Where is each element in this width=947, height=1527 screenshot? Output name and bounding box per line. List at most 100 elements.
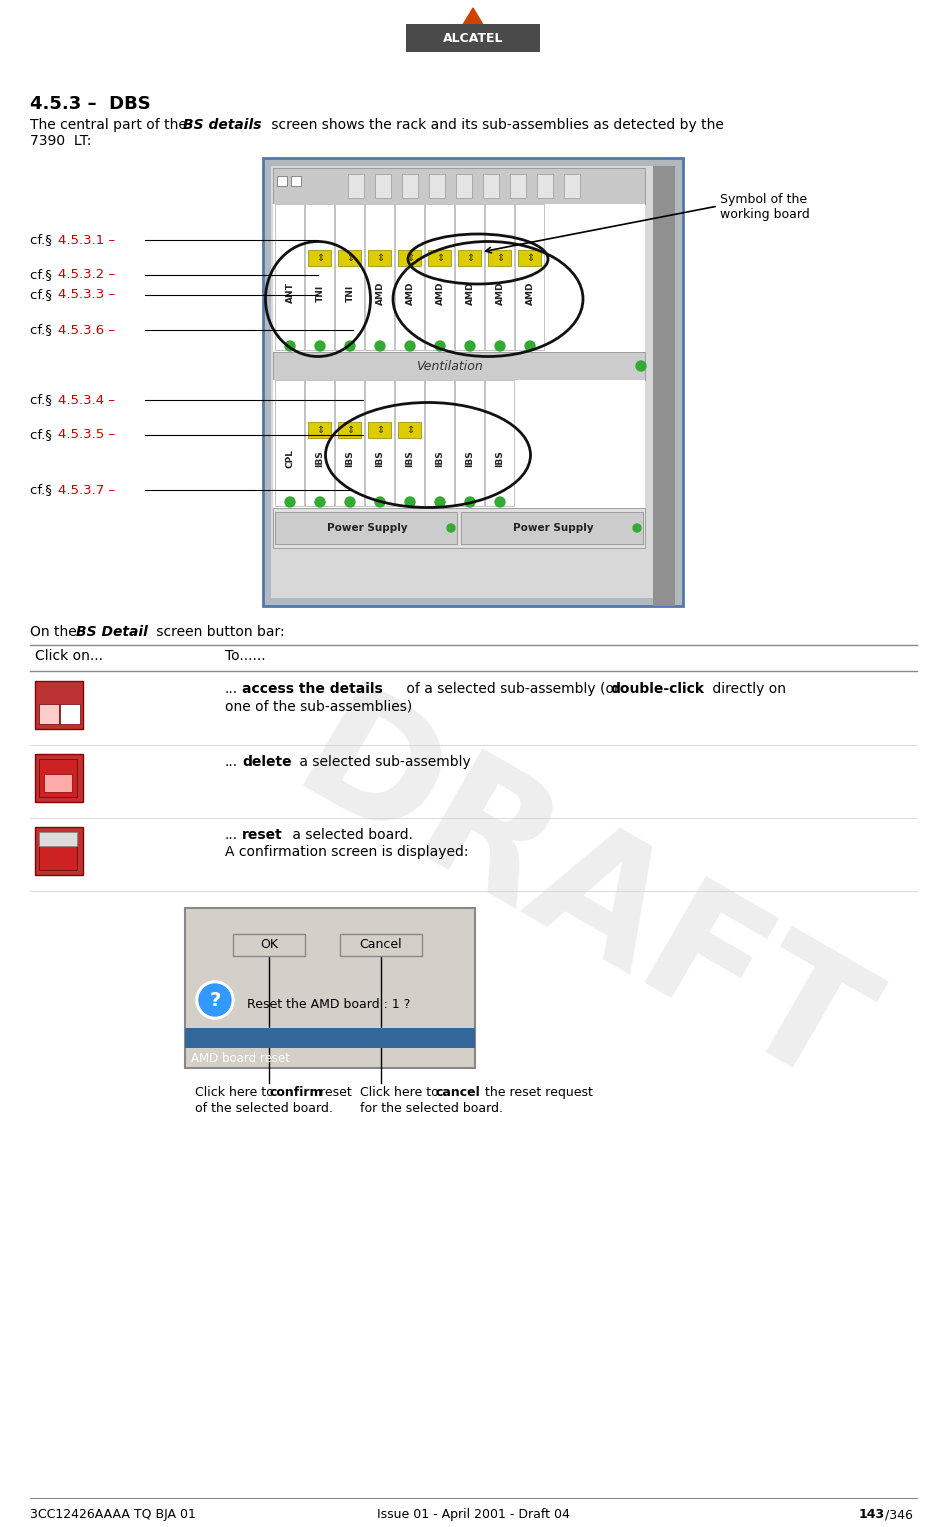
Text: AMD: AMD <box>405 281 415 305</box>
Text: ⇕: ⇕ <box>406 253 414 263</box>
Text: IBS: IBS <box>466 450 474 467</box>
Text: cf.§: cf.§ <box>30 394 56 406</box>
Circle shape <box>285 341 295 351</box>
Text: DRAFT: DRAFT <box>270 673 890 1127</box>
Bar <box>488 250 511 266</box>
Bar <box>277 176 287 186</box>
Text: On the: On the <box>30 625 81 638</box>
Bar <box>510 174 526 199</box>
Bar <box>461 512 643 544</box>
Bar <box>291 176 301 186</box>
Text: ⇕: ⇕ <box>316 425 324 435</box>
Circle shape <box>495 496 505 507</box>
Text: screen shows the rack and its sub-assemblies as detected by the: screen shows the rack and its sub-assemb… <box>267 118 724 131</box>
Text: for the selected board.: for the selected board. <box>360 1102 503 1115</box>
Bar <box>456 174 472 199</box>
Text: 4.5.3.7 –: 4.5.3.7 – <box>58 484 116 496</box>
Text: Power Supply: Power Supply <box>327 524 407 533</box>
Text: 4.5.3.2 –: 4.5.3.2 – <box>58 269 116 281</box>
Text: cf.§: cf.§ <box>30 289 56 301</box>
Bar <box>308 250 331 266</box>
Circle shape <box>465 341 475 351</box>
Text: BS details: BS details <box>183 118 261 131</box>
Bar <box>375 174 391 199</box>
Text: cancel: cancel <box>435 1086 480 1099</box>
Circle shape <box>199 983 231 1015</box>
Circle shape <box>525 341 535 351</box>
Text: CPL: CPL <box>285 449 295 469</box>
Text: Reset the AMD board : 1 ?: Reset the AMD board : 1 ? <box>247 997 410 1011</box>
Bar <box>308 421 331 438</box>
Bar <box>340 935 422 956</box>
Text: ⇕: ⇕ <box>406 425 414 435</box>
Bar <box>335 205 364 350</box>
Text: IBS: IBS <box>315 450 325 467</box>
Polygon shape <box>461 8 485 27</box>
Text: ⇕: ⇕ <box>496 253 504 263</box>
Text: AMD: AMD <box>466 281 474 305</box>
Text: Click here to: Click here to <box>360 1086 443 1099</box>
Circle shape <box>633 524 641 531</box>
Text: ...: ... <box>225 683 238 696</box>
Text: The central part of the: The central part of the <box>30 118 191 131</box>
Text: cf.§: cf.§ <box>30 324 56 336</box>
Text: ANT: ANT <box>285 282 295 304</box>
Bar <box>275 205 304 350</box>
Text: delete: delete <box>242 754 292 770</box>
Text: 4.5.3.6 –: 4.5.3.6 – <box>58 324 115 336</box>
Bar <box>398 421 421 438</box>
Bar <box>338 250 361 266</box>
Text: A confirmation screen is displayed:: A confirmation screen is displayed: <box>225 844 469 860</box>
Text: TNI: TNI <box>315 284 325 302</box>
Text: 4.5.3.4 –: 4.5.3.4 – <box>58 394 115 406</box>
Circle shape <box>447 524 455 531</box>
Text: 3CC12426AAAA TQ BJA 01: 3CC12426AAAA TQ BJA 01 <box>30 1509 196 1521</box>
Text: ⇕: ⇕ <box>466 253 474 263</box>
Circle shape <box>285 496 295 507</box>
Bar <box>368 421 391 438</box>
Bar <box>455 205 484 350</box>
Text: 4.5.3.3 –: 4.5.3.3 – <box>58 289 116 301</box>
Bar <box>275 512 457 544</box>
Text: ⇕: ⇕ <box>526 253 534 263</box>
Text: ⇕: ⇕ <box>376 253 384 263</box>
Bar <box>263 157 683 606</box>
Bar <box>485 205 514 350</box>
Bar <box>35 828 83 875</box>
Text: AMD board reset: AMD board reset <box>191 1052 290 1064</box>
Bar <box>185 909 475 1067</box>
Text: a selected sub-assembly: a selected sub-assembly <box>295 754 471 770</box>
Text: To......: To...... <box>225 649 265 663</box>
Circle shape <box>345 341 355 351</box>
Bar <box>35 754 83 802</box>
Circle shape <box>435 496 445 507</box>
Bar <box>398 250 421 266</box>
Text: ...: ... <box>225 828 238 841</box>
Text: a selected board.: a selected board. <box>288 828 413 841</box>
Circle shape <box>345 496 355 507</box>
Text: TNI: TNI <box>346 284 354 302</box>
Bar <box>455 380 484 505</box>
Text: AMD: AMD <box>526 281 534 305</box>
Bar <box>429 174 445 199</box>
Text: IBS: IBS <box>495 450 505 467</box>
Bar <box>402 174 418 199</box>
Bar <box>483 174 499 199</box>
Text: ⇕: ⇕ <box>346 253 354 263</box>
Bar <box>39 840 77 870</box>
Bar <box>485 380 514 505</box>
Circle shape <box>435 341 445 351</box>
Bar <box>515 205 544 350</box>
Text: Issue 01 - April 2001 - Draft 04: Issue 01 - April 2001 - Draft 04 <box>377 1509 569 1521</box>
Text: confirm: confirm <box>270 1086 324 1099</box>
Text: 4.5.3.1 –: 4.5.3.1 – <box>58 234 116 246</box>
Text: ?: ? <box>209 991 221 1009</box>
Bar <box>425 205 454 350</box>
Circle shape <box>636 360 646 371</box>
Bar <box>35 681 83 728</box>
Circle shape <box>315 496 325 507</box>
Text: Click on...: Click on... <box>35 649 103 663</box>
Circle shape <box>465 496 475 507</box>
Text: Ventilation: Ventilation <box>416 359 482 373</box>
Bar <box>273 380 645 508</box>
